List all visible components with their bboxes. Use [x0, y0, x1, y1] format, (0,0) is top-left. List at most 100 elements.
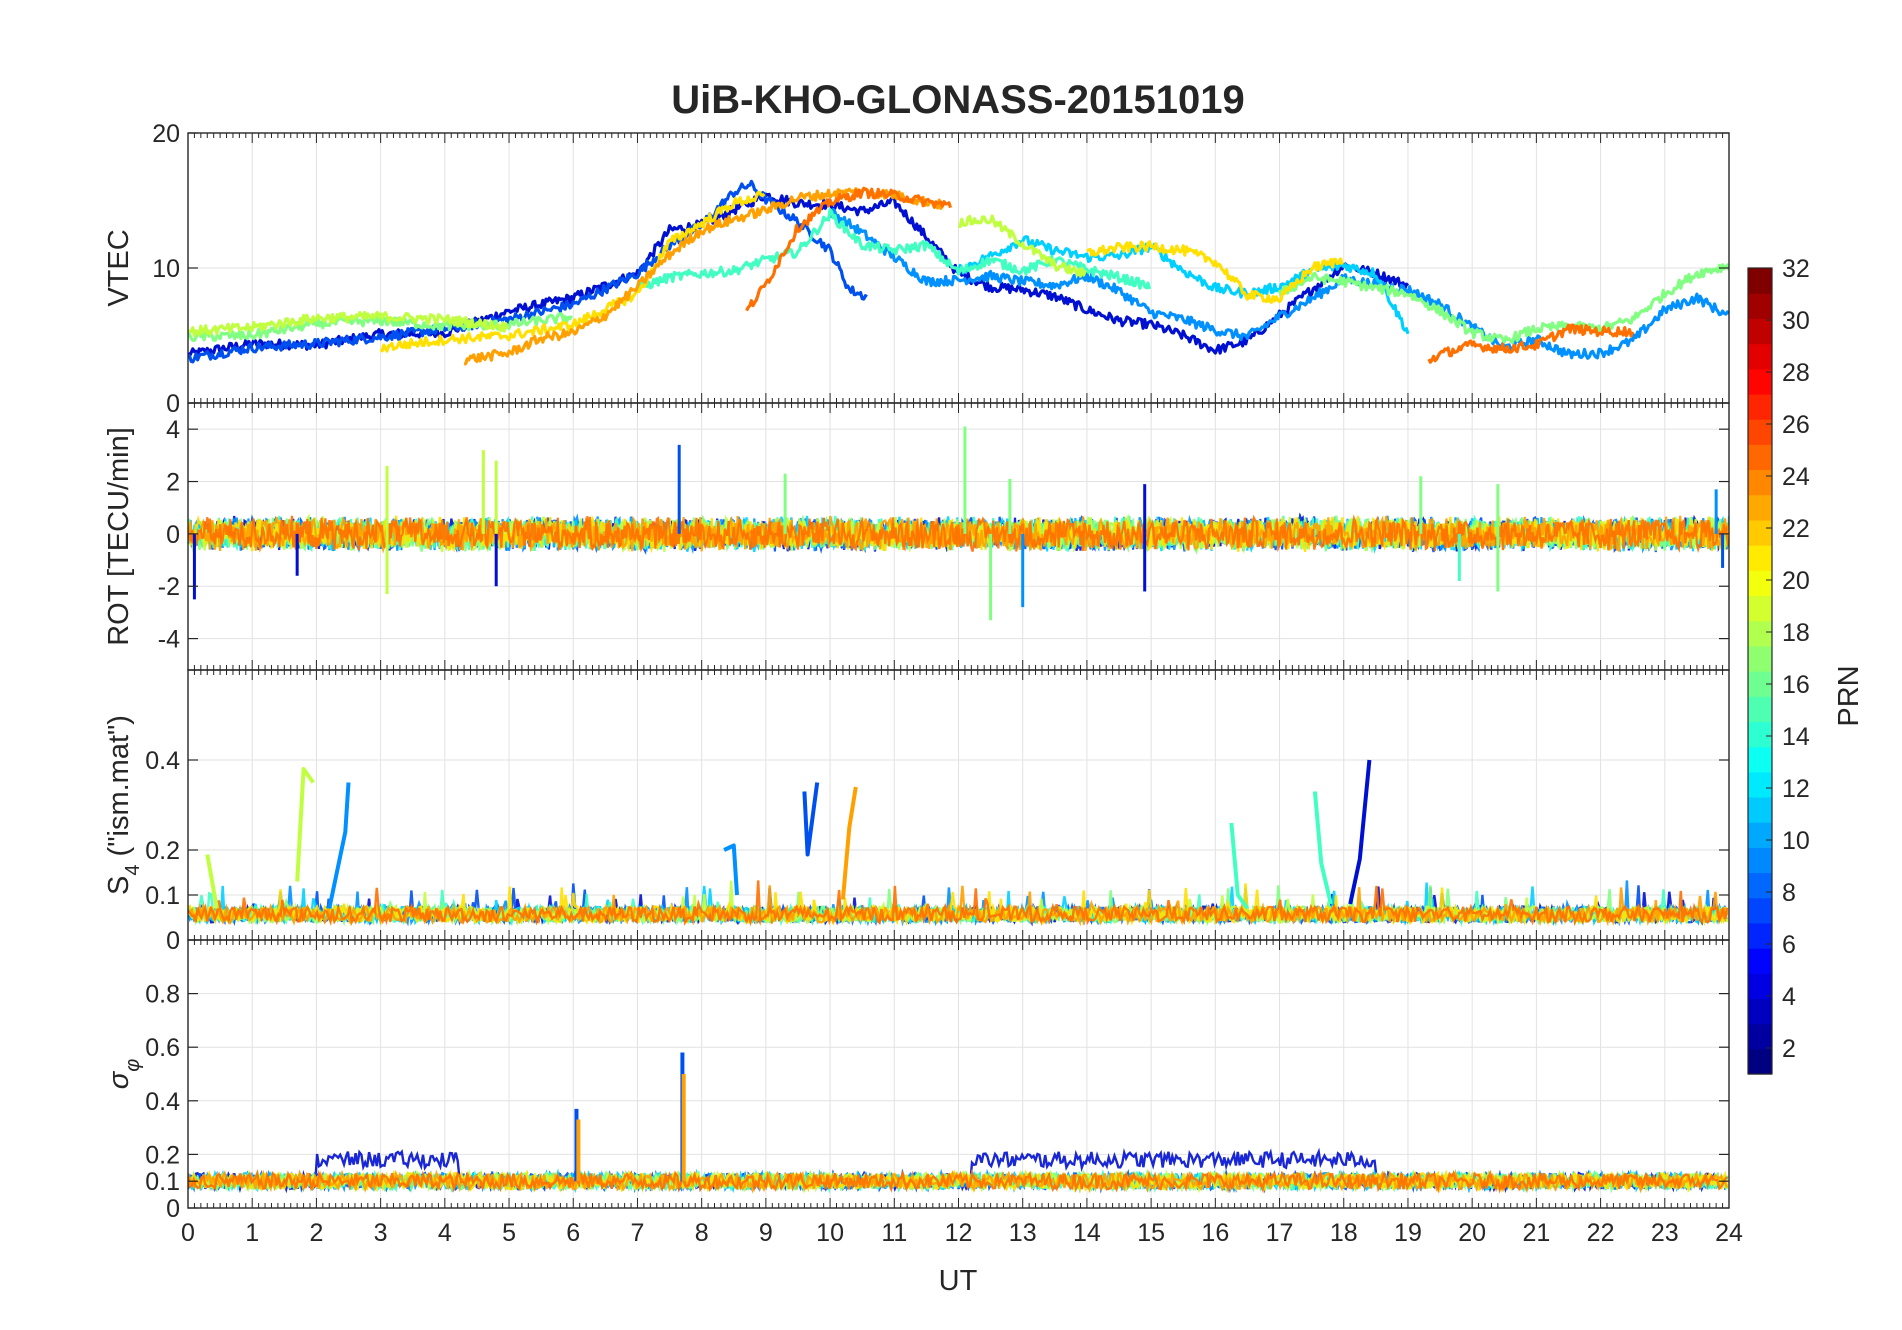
- y-axis-label: σφ: [103, 1059, 144, 1090]
- colorbar-tick-label: 6: [1782, 931, 1796, 959]
- colorbar-segment: [1748, 696, 1772, 722]
- x-tick-label: 0: [181, 1219, 195, 1247]
- y-tick-label: 0.4: [145, 1088, 180, 1116]
- colorbar-segment: [1748, 872, 1772, 899]
- x-tick-label: 9: [759, 1219, 773, 1247]
- x-tick-label: 17: [1266, 1219, 1294, 1247]
- y-axis-label: S4 ("ism.mat"): [103, 715, 144, 895]
- x-tick-label: 15: [1137, 1219, 1165, 1247]
- x-tick-label: 4: [438, 1219, 452, 1247]
- colorbar-segment: [1748, 444, 1772, 471]
- colorbar-tick-label: 4: [1782, 983, 1796, 1011]
- colorbar-segment: [1748, 922, 1772, 949]
- y-tick-label: 0.2: [145, 1141, 180, 1169]
- colorbar-segment: [1748, 998, 1772, 1025]
- y-tick-label: 0: [166, 927, 180, 955]
- colorbar-tick-label: 32: [1782, 255, 1810, 283]
- x-tick-label: 14: [1073, 1219, 1101, 1247]
- colorbar-label: PRN: [1833, 665, 1865, 726]
- colorbar-segment: [1748, 897, 1772, 924]
- s4-event: [1312, 791, 1333, 905]
- data-rot: [188, 426, 1729, 621]
- y-axis-label-sub: 4: [122, 865, 144, 876]
- vtec-series-prn-19: [188, 214, 1087, 338]
- x-tick-label: 11: [881, 1219, 907, 1247]
- colorbar-segment: [1748, 847, 1772, 874]
- x-tick-label: 23: [1651, 1219, 1679, 1247]
- y-tick-label: 0.1: [145, 882, 180, 910]
- colorbar-segment: [1748, 746, 1772, 773]
- rot-noise-9: [188, 514, 1729, 554]
- colorbar-segment: [1748, 721, 1772, 748]
- x-tick-label: 13: [1009, 1219, 1037, 1247]
- y-tick-label: 0: [166, 390, 180, 418]
- s4-event: [1229, 822, 1250, 910]
- colorbar-tick-label: 28: [1782, 359, 1810, 387]
- panel-vtec: 0 10 20 VTEC: [103, 120, 1730, 418]
- chart-title: UiB-KHO-GLONASS-20151019: [671, 78, 1245, 122]
- x-tick-label: 21: [1522, 1219, 1550, 1247]
- y-tick-label: 0: [166, 1195, 180, 1223]
- x-tick-label: 22: [1587, 1219, 1615, 1247]
- colorbar-segment: [1748, 822, 1772, 848]
- colorbar-tick-label: 22: [1782, 515, 1810, 543]
- colorbar-frame: [1747, 267, 1773, 1075]
- colorbar-segment: [1748, 796, 1772, 823]
- colorbar-tick-label: 20: [1782, 567, 1810, 595]
- colorbar-segment: [1748, 368, 1772, 395]
- x-axis-label: UT: [939, 1265, 978, 1297]
- y-axis-label: ROT [TECU/min]: [103, 427, 135, 646]
- colorbar-tick-label: 26: [1782, 411, 1810, 439]
- x-tick-label: 5: [502, 1219, 516, 1247]
- colorbar-tick-label: 18: [1782, 619, 1810, 647]
- y-tick-label: 10: [152, 255, 180, 283]
- x-tick-label: 18: [1330, 1219, 1358, 1247]
- colorbar-segment: [1748, 771, 1772, 798]
- data-sigma_phi: [188, 1052, 1729, 1194]
- x-tick-label: 6: [566, 1219, 580, 1247]
- colorbar-segment: [1748, 469, 1772, 496]
- y-tick-label: 2: [166, 469, 180, 497]
- vtec-series-prn-3: [188, 192, 1410, 358]
- colorbar-segment: [1748, 1023, 1772, 1050]
- x-tick-label: 10: [816, 1219, 844, 1247]
- colorbar-tick-label: 14: [1782, 723, 1810, 751]
- colorbar-segment: [1748, 1048, 1772, 1075]
- y-axis-label: VTEC: [103, 229, 135, 306]
- s4-event: [205, 854, 219, 909]
- sigma-noise-9: [188, 1168, 1728, 1194]
- colorbar-segment: [1748, 595, 1772, 622]
- x-tick-label: 8: [695, 1219, 709, 1247]
- colorbar-segment: [1748, 393, 1772, 420]
- colorbar-segment: [1748, 545, 1772, 571]
- colorbar-segment: [1748, 293, 1772, 319]
- y-axis-label-main: σ: [103, 1070, 135, 1089]
- colorbar-segment: [1748, 519, 1772, 546]
- s4-event: [840, 786, 858, 900]
- x-tick-label: 2: [309, 1219, 323, 1247]
- x-tick-label: 16: [1201, 1219, 1229, 1247]
- y-tick-label: 0.8: [145, 981, 180, 1009]
- vtec-series-prn-24: [745, 186, 1635, 364]
- y-tick-label: 20: [152, 120, 180, 148]
- data-s4: [188, 759, 1729, 927]
- colorbar-tick-label: 12: [1782, 775, 1810, 803]
- x-tick-label: 7: [631, 1219, 645, 1247]
- y-axis-label-rest: ("ism.mat"): [103, 715, 135, 864]
- colorbar-tick-label: 24: [1782, 463, 1810, 491]
- colorbar-segment: [1748, 645, 1772, 672]
- y-axis-label-sub: φ: [122, 1059, 144, 1072]
- y-tick-label: 0.2: [145, 837, 180, 865]
- vtec-series-prn-23: [463, 186, 946, 366]
- colorbar-tick-label: 30: [1782, 307, 1810, 335]
- colorbar-segment: [1748, 948, 1772, 974]
- colorbar-segment: [1748, 494, 1772, 521]
- colorbar-segment: [1748, 570, 1772, 597]
- vtec-series-prn-9: [828, 208, 1729, 360]
- s4-event: [327, 782, 351, 909]
- y-tick-label: -2: [158, 573, 180, 601]
- x-tick-label: 24: [1715, 1219, 1743, 1247]
- colorbar-tick-label: 10: [1782, 827, 1810, 855]
